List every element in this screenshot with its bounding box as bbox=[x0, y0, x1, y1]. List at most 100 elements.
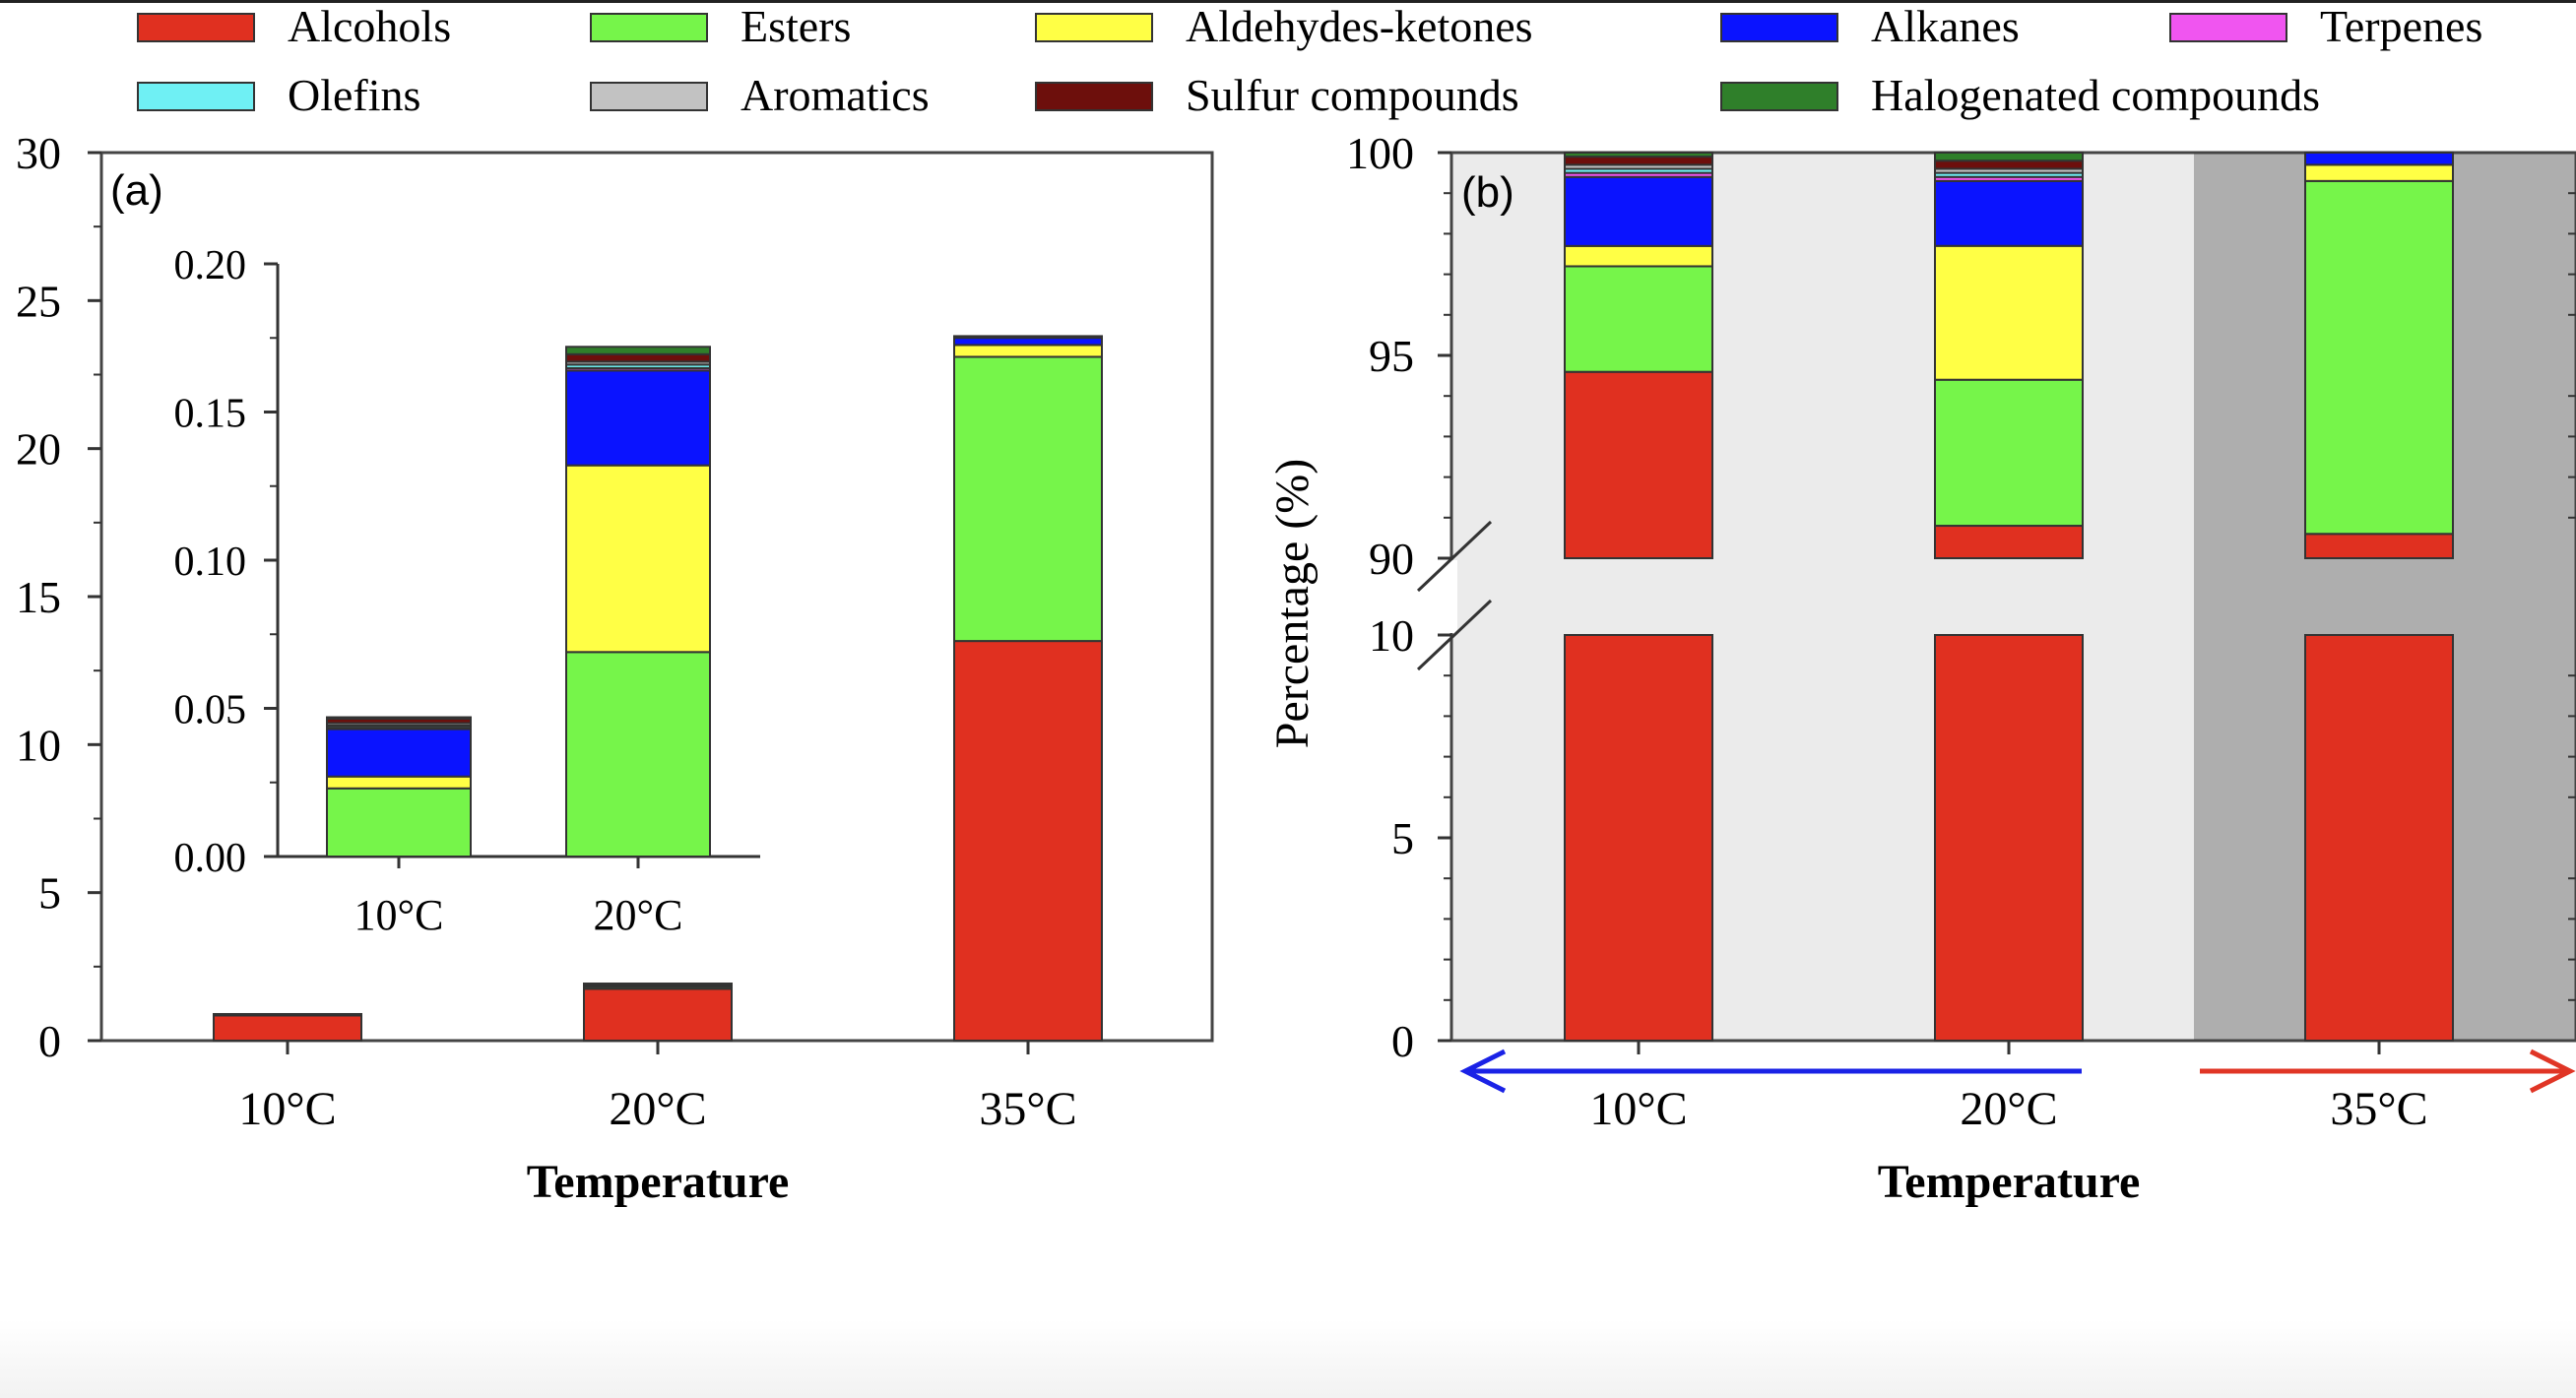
legend-swatch-aldehydes-ketones bbox=[1035, 13, 1153, 42]
legend-label-sulfur-compounds: Sulfur compounds bbox=[1186, 70, 1519, 120]
bar-b-10-c-aldehydes-ketones bbox=[1564, 244, 1713, 268]
panel-a-bars bbox=[213, 335, 1103, 1043]
panel-a-y-tick-label: 10 bbox=[16, 720, 61, 770]
bar-b-20-c-alcohols bbox=[1934, 525, 2084, 559]
inset-y-tick-label: 0.05 bbox=[174, 688, 247, 733]
bar-a-10-c-alcohols bbox=[213, 1014, 362, 1043]
bar-b-20-c-alkanes bbox=[1934, 179, 2084, 247]
panel-a-x-tick-label: 10°C bbox=[238, 1083, 336, 1135]
panel-b-x-ticks: 10°C 20°C 35°C bbox=[1589, 1041, 2428, 1135]
bar-b-10-c-esters bbox=[1564, 265, 1713, 373]
panel-a-x-ticks: 10°C 20°C 35°C bbox=[238, 1041, 1077, 1135]
bar-inset-10-c-halogenated-compounds bbox=[326, 716, 472, 721]
inset-y-tick-label: 0.20 bbox=[174, 243, 247, 288]
bar-b-35-c-alkanes bbox=[2304, 152, 2454, 166]
panel-b-y-label: Percentage (%) bbox=[1266, 459, 1319, 749]
panel-b-y-tick-label: 5 bbox=[1391, 813, 1414, 863]
bar-a-35-c-aldehydes-ketones bbox=[953, 344, 1103, 358]
panel-b-label: (b) bbox=[1461, 168, 1514, 217]
panel-a-y-tick-label: 20 bbox=[16, 424, 61, 475]
panel-a-y-tick-label: 5 bbox=[38, 868, 61, 919]
bar-b-20-c-esters bbox=[1934, 378, 2084, 528]
arrow-cool-head bbox=[1459, 1048, 1507, 1094]
legend-label-alcohols: Alcohols bbox=[288, 1, 451, 51]
inset-x-tick-label: 10°C bbox=[354, 891, 444, 939]
bar-b-35-c-alcohols bbox=[2304, 533, 2454, 560]
inset-x-tick-label: 20°C bbox=[594, 891, 683, 939]
legend-label-halogenated-compounds: Halogenated compounds bbox=[1871, 70, 2320, 120]
panel-a-y-tick-label: 0 bbox=[38, 1016, 61, 1066]
panel-a-y-tick-label: 30 bbox=[16, 128, 61, 178]
panel-b: (b) 0 5 10 90 95 100 10°C 20°C 35°C Percentage … bbox=[1266, 128, 2576, 1208]
legend-label-olefins: Olefins bbox=[288, 70, 420, 120]
bar-a-10-c-halogenated-compounds bbox=[213, 1012, 362, 1016]
panel-b-y-tick-label: 0 bbox=[1391, 1016, 1414, 1066]
panel-b-x-tick-label: 35°C bbox=[2330, 1083, 2427, 1135]
bar-b-35-c-esters bbox=[2304, 179, 2454, 536]
legend-swatch-halogenated-compounds bbox=[1720, 82, 1838, 111]
inset-y-tick-label: 0.15 bbox=[174, 392, 247, 437]
inset-y-tick-label: 0.00 bbox=[174, 836, 247, 881]
bar-inset-20-c-halogenated-compounds bbox=[565, 346, 711, 355]
legend-label-aldehydes-ketones: Aldehydes-ketones bbox=[1186, 1, 1533, 51]
bar-a-35-c-esters bbox=[953, 355, 1103, 643]
axis-break-mark-upper bbox=[1416, 520, 1493, 593]
inset-y-tick-label: 0.10 bbox=[174, 540, 247, 585]
top-border bbox=[0, 0, 2576, 3]
panel-b-x-label: Temperature bbox=[1878, 1156, 2141, 1208]
legend-swatch-aromatics bbox=[590, 82, 708, 111]
panel-a-x-tick-label: 35°C bbox=[979, 1083, 1076, 1135]
legend-swatch-sulfur-compounds bbox=[1035, 82, 1153, 111]
bar-b-20-c-alcohols bbox=[1934, 634, 2084, 1042]
legend-label-aromatics: Aromatics bbox=[741, 70, 930, 120]
bar-a-20-c-halogenated-compounds bbox=[583, 983, 733, 985]
legend-swatch-alcohols bbox=[137, 13, 255, 42]
panel-b-x-tick-label: 10°C bbox=[1589, 1083, 1687, 1135]
panel-a-x-tick-label: 20°C bbox=[609, 1083, 706, 1135]
bar-a-35-c-alcohols bbox=[953, 640, 1103, 1042]
bar-inset-20-c-esters bbox=[565, 651, 711, 858]
panel-b-y-axis: 0 5 10 90 95 100 bbox=[1346, 128, 2576, 1066]
panel-b-y-tick-label: 90 bbox=[1369, 534, 1414, 584]
temperature-arrows bbox=[1459, 1048, 2576, 1094]
bar-inset-20-c-alkanes bbox=[565, 369, 711, 467]
panel-a-y-tick-label: 15 bbox=[16, 572, 61, 622]
panel-a: (a) 0 5 10 15 20 25 30 10°C 20°C 35°C Temperatur… bbox=[16, 128, 1214, 1208]
bar-a-20-c-alcohols bbox=[583, 987, 733, 1043]
bar-inset-20-c-sulfur-compounds bbox=[565, 352, 711, 363]
bar-b-20-c-halogenated-compounds bbox=[1934, 152, 2084, 162]
bar-b-10-c-alcohols bbox=[1564, 370, 1713, 559]
bar-b-10-c-halogenated-compounds bbox=[1564, 152, 1713, 159]
bar-b-10-c-sulfur-compounds bbox=[1564, 156, 1713, 166]
bar-b-10-c-alkanes bbox=[1564, 175, 1713, 247]
bar-b-20-c-aldehydes-ketones bbox=[1934, 244, 2084, 381]
bar-b-35-c-alcohols bbox=[2304, 634, 2454, 1042]
axis-break-gap bbox=[1446, 560, 1457, 633]
bar-b-10-c-alcohols bbox=[1564, 634, 1713, 1042]
panel-b-x-tick-label: 20°C bbox=[1960, 1083, 2057, 1135]
legend-swatch-olefins bbox=[137, 82, 255, 111]
panel-a-y-axis: 0 5 10 15 20 25 30 bbox=[16, 128, 101, 1066]
bar-b-35-c-aldehydes-ketones bbox=[2304, 163, 2454, 182]
panel-a-inset: 0.00 0.05 0.10 0.15 0.20 10°C 20°C bbox=[174, 243, 760, 939]
panel-b-y-tick-label: 100 bbox=[1346, 128, 1414, 178]
bar-inset-10-c-esters bbox=[326, 787, 472, 858]
bar-a-35-c-halogenated-compounds bbox=[953, 335, 1103, 339]
legend-label-terpenes: Terpenes bbox=[2320, 1, 2482, 51]
panel-a-x-label: Temperature bbox=[527, 1156, 790, 1208]
legend-label-esters: Esters bbox=[741, 1, 851, 51]
arrow-warm-head bbox=[2529, 1048, 2576, 1094]
axis-break-mark-lower bbox=[1416, 599, 1493, 671]
bar-inset-10-c-aldehydes-ketones bbox=[326, 775, 472, 790]
panel-b-y-tick-label: 95 bbox=[1369, 331, 1414, 381]
legend-swatch-alkanes bbox=[1720, 13, 1838, 42]
panel-a-y-tick-label: 25 bbox=[16, 276, 61, 326]
legend-swatch-terpenes bbox=[2169, 13, 2287, 42]
panel-a-label: (a) bbox=[110, 166, 163, 215]
bar-inset-20-c-aldehydes-ketones bbox=[565, 464, 711, 654]
legend: Alcohols Esters Aldehydes-ketones Alkanes Te… bbox=[137, 1, 2482, 120]
panel-b-y-tick-label: 10 bbox=[1369, 610, 1414, 661]
legend-swatch-esters bbox=[590, 13, 708, 42]
bar-b-20-c-sulfur-compounds bbox=[1934, 159, 2084, 170]
